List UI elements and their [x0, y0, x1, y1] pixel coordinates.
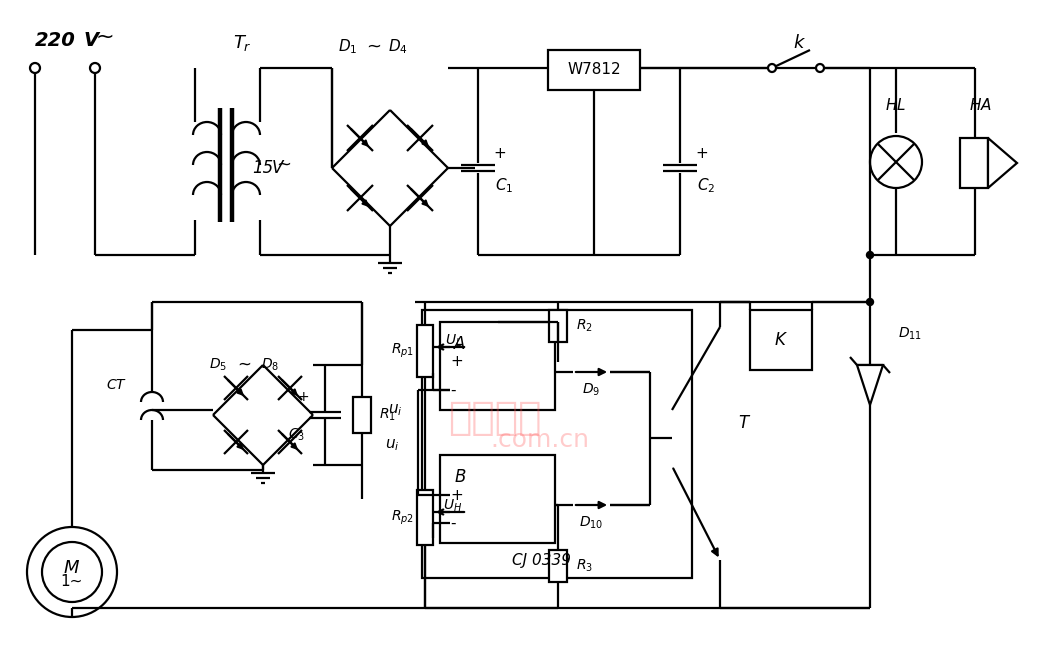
Text: V: V — [271, 159, 282, 177]
Text: $U_L$: $U_L$ — [444, 333, 462, 349]
Text: $R_3$: $R_3$ — [576, 558, 593, 574]
Text: $M$: $M$ — [63, 559, 81, 577]
Circle shape — [30, 63, 40, 73]
Text: $R_2$: $R_2$ — [576, 318, 593, 334]
Text: 220: 220 — [34, 31, 76, 50]
Text: 15: 15 — [252, 159, 274, 177]
Bar — [353, 397, 371, 433]
Text: $U_H$: $U_H$ — [443, 497, 463, 514]
Bar — [440, 455, 555, 543]
Text: 电学世界: 电学世界 — [448, 399, 542, 437]
Bar — [549, 550, 567, 582]
Text: $R_{p2}$: $R_{p2}$ — [391, 509, 414, 527]
Circle shape — [867, 252, 874, 258]
Text: $CT$: $CT$ — [107, 378, 128, 392]
Text: -: - — [450, 516, 456, 531]
Circle shape — [768, 64, 776, 72]
Circle shape — [90, 63, 100, 73]
Text: +: + — [450, 488, 463, 503]
Polygon shape — [857, 365, 883, 405]
Bar — [960, 138, 988, 188]
Text: $D_5$: $D_5$ — [209, 357, 227, 373]
Bar — [440, 322, 555, 410]
Circle shape — [867, 299, 874, 306]
Text: $C_1$: $C_1$ — [495, 177, 513, 196]
Circle shape — [870, 136, 922, 188]
Text: $C_2$: $C_2$ — [696, 177, 715, 196]
Bar — [548, 50, 640, 90]
Text: V: V — [83, 31, 99, 50]
Bar — [417, 325, 433, 377]
Bar — [422, 310, 692, 578]
Text: $k$: $k$ — [793, 34, 807, 52]
Text: ~: ~ — [276, 156, 292, 174]
Circle shape — [27, 527, 117, 617]
Text: $u_i$: $u_i$ — [385, 437, 400, 453]
Polygon shape — [988, 138, 1017, 188]
Circle shape — [42, 542, 102, 602]
Text: $HA$: $HA$ — [968, 97, 991, 113]
Text: ~: ~ — [95, 27, 114, 47]
Text: CJ 0339: CJ 0339 — [513, 552, 572, 567]
Text: ~: ~ — [366, 38, 382, 56]
Text: ~: ~ — [237, 356, 251, 374]
Text: $T_r$: $T_r$ — [233, 33, 251, 53]
Text: A: A — [455, 335, 466, 353]
Circle shape — [816, 64, 824, 72]
Text: $R_1$: $R_1$ — [379, 407, 395, 423]
Text: +: + — [450, 355, 463, 370]
Text: $HL$: $HL$ — [885, 97, 906, 113]
Text: $D_9$: $D_9$ — [582, 382, 600, 398]
Text: $C_3$: $C_3$ — [289, 427, 305, 443]
Bar — [549, 310, 567, 342]
Text: $D_4$: $D_4$ — [388, 38, 408, 56]
Text: $D_{11}$: $D_{11}$ — [898, 326, 922, 342]
Text: 1~: 1~ — [61, 574, 83, 589]
Text: .com.cn: .com.cn — [491, 428, 590, 452]
Text: $K$: $K$ — [774, 331, 788, 349]
Text: +: + — [297, 390, 309, 404]
Text: B: B — [455, 468, 466, 486]
Text: $R_{p1}$: $R_{p1}$ — [391, 342, 414, 360]
Text: $D_1$: $D_1$ — [338, 38, 358, 56]
Text: -: - — [450, 383, 456, 398]
Text: +: + — [695, 147, 708, 162]
Bar — [750, 310, 812, 370]
Text: $u_i$: $u_i$ — [388, 402, 403, 418]
Text: $D_8$: $D_8$ — [261, 357, 279, 373]
Text: +: + — [494, 147, 507, 162]
Text: W7812: W7812 — [567, 63, 621, 78]
Bar — [417, 490, 433, 545]
Text: $T$: $T$ — [738, 414, 752, 432]
Text: $D_{10}$: $D_{10}$ — [579, 515, 603, 531]
